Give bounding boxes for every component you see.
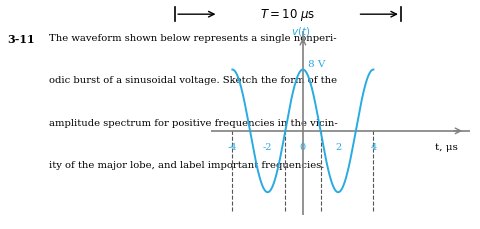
Text: $v(t)$: $v(t)$ — [290, 25, 310, 38]
Text: odic burst of a sinusoidal voltage. Sketch the form of the: odic burst of a sinusoidal voltage. Sket… — [49, 76, 337, 85]
Text: ity of the major lobe, and label important frequencies.: ity of the major lobe, and label importa… — [49, 161, 324, 169]
Text: 4: 4 — [370, 142, 376, 151]
Text: 8 V: 8 V — [308, 60, 325, 69]
Text: 0: 0 — [300, 142, 306, 151]
Text: t, μs: t, μs — [435, 142, 458, 151]
Text: amplitude spectrum for positive frequencies in the vicin-: amplitude spectrum for positive frequenc… — [49, 118, 338, 127]
Text: -2: -2 — [263, 142, 272, 151]
Text: -4: -4 — [228, 142, 237, 151]
Text: $T = 10\ \mu\mathrm{s}$: $T = 10\ \mu\mathrm{s}$ — [260, 7, 316, 23]
Text: The waveform shown below represents a single nonperi-: The waveform shown below represents a si… — [49, 33, 336, 43]
Text: 3-11: 3-11 — [7, 33, 35, 44]
Text: 2: 2 — [335, 142, 341, 151]
